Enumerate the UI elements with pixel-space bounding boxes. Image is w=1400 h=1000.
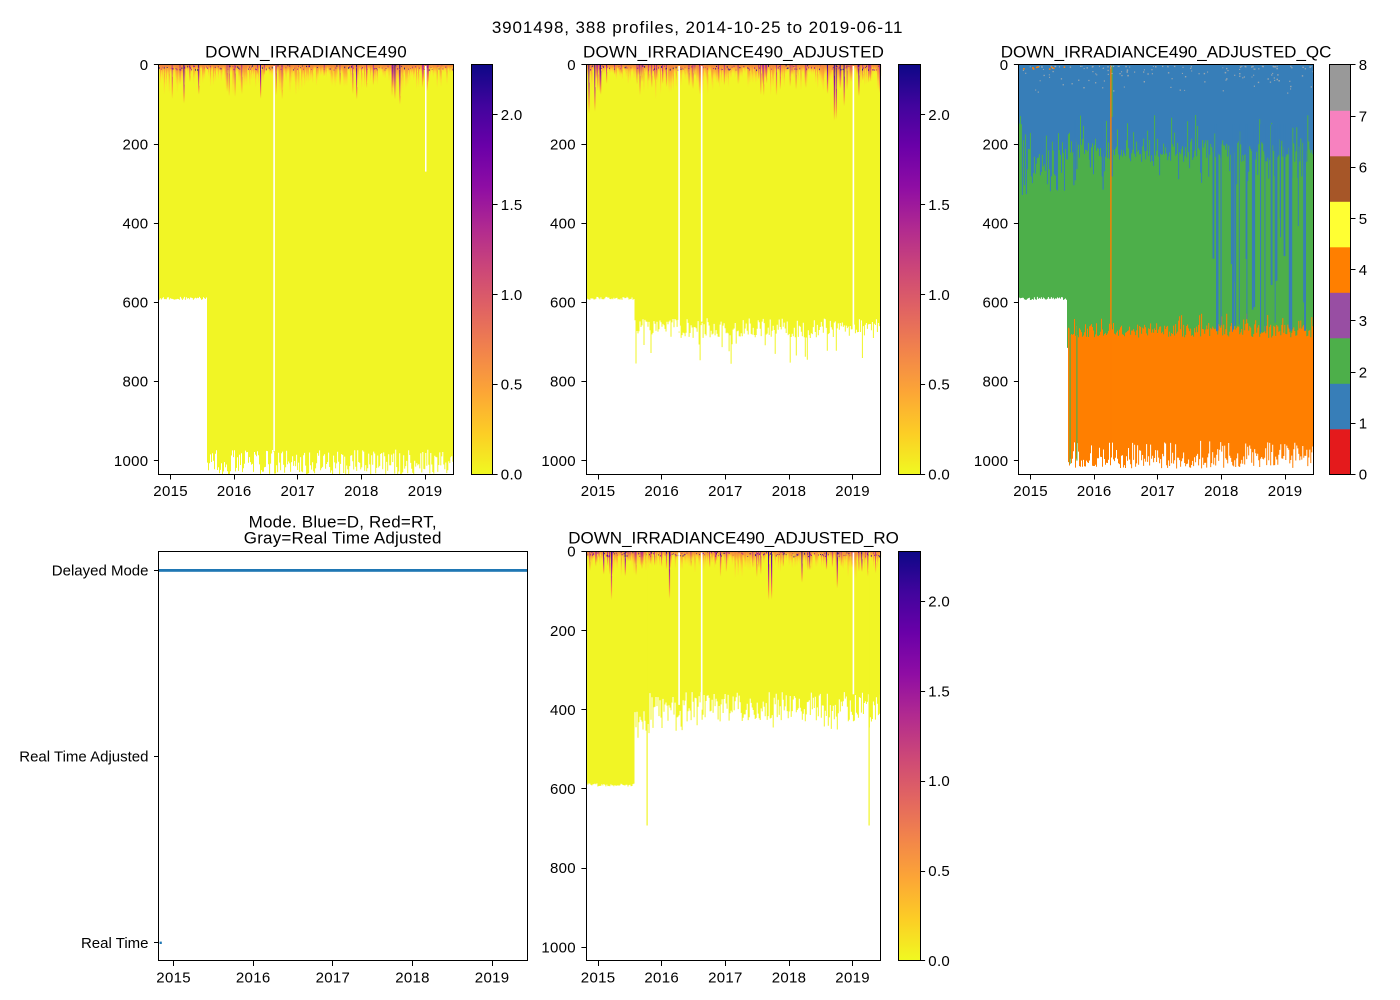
svg-text:0: 0 (567, 544, 576, 561)
svg-text:2018: 2018 (395, 969, 430, 986)
svg-text:2.0: 2.0 (928, 107, 950, 124)
svg-text:400: 400 (122, 216, 148, 233)
svg-text:Real Time: Real Time (81, 935, 149, 952)
svg-text:800: 800 (982, 374, 1008, 391)
svg-text:4: 4 (1359, 262, 1367, 279)
svg-text:1.5: 1.5 (928, 683, 950, 700)
svg-text:200: 200 (550, 136, 576, 153)
svg-text:2017: 2017 (281, 483, 316, 500)
svg-text:0.0: 0.0 (501, 467, 523, 484)
svg-text:800: 800 (550, 374, 576, 391)
svg-text:1.5: 1.5 (928, 197, 950, 214)
svg-text:DOWN_IRRADIANCE490: DOWN_IRRADIANCE490 (205, 43, 407, 62)
svg-text:1.0: 1.0 (928, 773, 950, 790)
svg-text:2015: 2015 (1013, 483, 1048, 500)
svg-text:DOWN_IRRADIANCE490_ADJUSTED: DOWN_IRRADIANCE490_ADJUSTED (583, 43, 884, 62)
svg-text:0: 0 (140, 57, 149, 74)
svg-text:0: 0 (1000, 57, 1009, 74)
svg-text:1.0: 1.0 (501, 287, 523, 304)
svg-text:1000: 1000 (541, 939, 576, 956)
svg-text:2017: 2017 (708, 483, 743, 500)
svg-text:200: 200 (550, 623, 576, 640)
svg-text:400: 400 (982, 216, 1008, 233)
svg-text:600: 600 (550, 781, 576, 798)
svg-text:2015: 2015 (581, 969, 616, 986)
svg-text:2016: 2016 (1077, 483, 1112, 500)
svg-text:400: 400 (550, 702, 576, 719)
svg-text:2.0: 2.0 (928, 593, 950, 610)
svg-text:600: 600 (550, 295, 576, 312)
svg-text:3901498, 388 profiles, 2014-10: 3901498, 388 profiles, 2014-10-25 to 201… (492, 18, 904, 37)
svg-text:2019: 2019 (1268, 483, 1303, 500)
svg-text:Delayed Mode: Delayed Mode (52, 563, 149, 580)
svg-text:400: 400 (550, 216, 576, 233)
svg-text:DOWN_IRRADIANCE490_ADJUSTED_RO: DOWN_IRRADIANCE490_ADJUSTED_RO (568, 529, 899, 548)
svg-text:2019: 2019 (835, 483, 870, 500)
svg-text:2015: 2015 (153, 483, 188, 500)
svg-text:2019: 2019 (835, 969, 870, 986)
svg-text:2017: 2017 (316, 969, 351, 986)
svg-text:1000: 1000 (974, 453, 1009, 470)
svg-text:6: 6 (1359, 160, 1367, 177)
svg-text:2.0: 2.0 (501, 107, 523, 124)
svg-text:800: 800 (122, 374, 148, 391)
svg-text:7: 7 (1359, 108, 1367, 125)
svg-text:200: 200 (982, 136, 1008, 153)
svg-text:0.5: 0.5 (928, 863, 950, 880)
svg-text:0.0: 0.0 (928, 467, 950, 484)
svg-text:8: 8 (1359, 57, 1367, 74)
svg-text:600: 600 (982, 295, 1008, 312)
svg-text:2015: 2015 (156, 969, 191, 986)
svg-text:1: 1 (1359, 416, 1367, 433)
svg-text:1.0: 1.0 (928, 287, 950, 304)
svg-text:800: 800 (550, 860, 576, 877)
svg-text:Real Time Adjusted: Real Time Adjusted (19, 749, 148, 766)
svg-text:DOWN_IRRADIANCE490_ADJUSTED_QC: DOWN_IRRADIANCE490_ADJUSTED_QC (1001, 43, 1332, 62)
svg-text:Gray=Real Time Adjusted: Gray=Real Time Adjusted (244, 529, 442, 548)
svg-text:2016: 2016 (644, 969, 679, 986)
svg-text:3: 3 (1359, 313, 1367, 330)
svg-text:2016: 2016 (217, 483, 252, 500)
svg-text:0.5: 0.5 (501, 377, 523, 394)
svg-text:2017: 2017 (1141, 483, 1176, 500)
svg-text:2016: 2016 (236, 969, 271, 986)
svg-text:200: 200 (122, 136, 148, 153)
svg-text:2018: 2018 (344, 483, 379, 500)
svg-text:2019: 2019 (408, 483, 443, 500)
svg-text:Mode. Blue=D, Red=RT,: Mode. Blue=D, Red=RT, (249, 513, 437, 532)
svg-text:0: 0 (567, 57, 576, 74)
svg-text:2018: 2018 (772, 969, 807, 986)
svg-text:5: 5 (1359, 211, 1367, 228)
svg-text:1000: 1000 (541, 453, 576, 470)
svg-text:0.5: 0.5 (928, 377, 950, 394)
svg-text:2017: 2017 (708, 969, 743, 986)
svg-text:1000: 1000 (114, 453, 149, 470)
svg-text:0.0: 0.0 (928, 953, 950, 970)
svg-text:2019: 2019 (475, 969, 510, 986)
svg-text:2018: 2018 (1204, 483, 1239, 500)
svg-text:2018: 2018 (772, 483, 807, 500)
svg-text:600: 600 (122, 295, 148, 312)
svg-text:2: 2 (1359, 364, 1367, 381)
svg-text:2016: 2016 (644, 483, 679, 500)
svg-text:1.5: 1.5 (501, 197, 523, 214)
svg-text:2015: 2015 (581, 483, 616, 500)
svg-text:0: 0 (1359, 467, 1367, 484)
